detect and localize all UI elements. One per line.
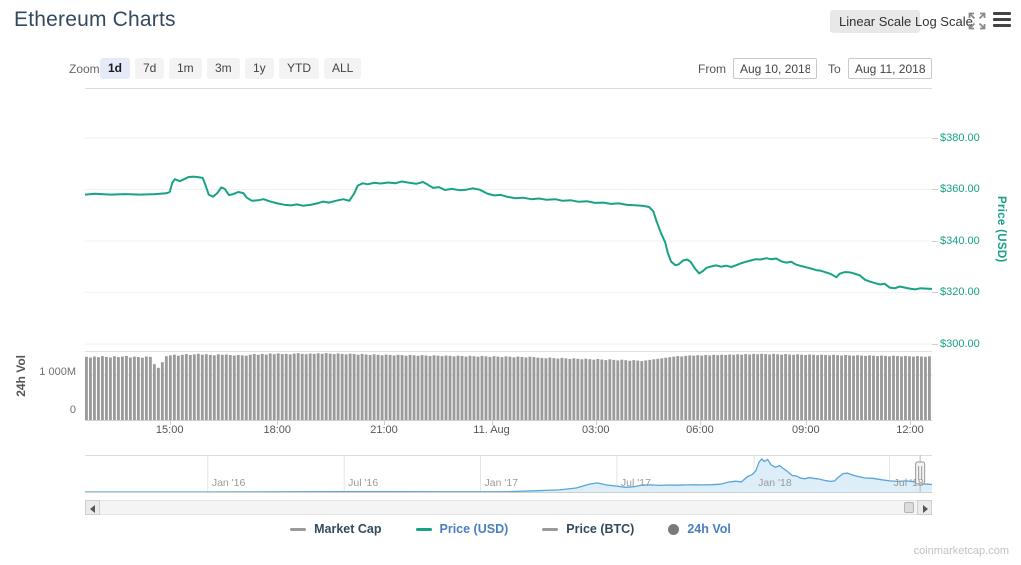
chart-legend: Market Cap Price (USD) Price (BTC) 24h V… <box>0 522 1021 536</box>
zoom-button-3m[interactable]: 3m <box>207 58 240 79</box>
price-plot-top-border <box>85 88 932 89</box>
price-usd-dash-icon <box>415 527 432 531</box>
x-axis-tick-mark <box>491 421 493 425</box>
legend-label: Price (BTC) <box>566 522 635 536</box>
price-tick-label: $360.00 <box>940 183 980 196</box>
price-tick-mark <box>932 240 938 242</box>
legend-item-market-cap[interactable]: Market Cap <box>290 522 382 536</box>
zoom-button-ytd[interactable]: YTD <box>279 58 319 79</box>
price-tick-mark <box>932 292 938 294</box>
fullscreen-icon[interactable] <box>968 12 986 30</box>
price-tick-label: $380.00 <box>940 131 980 144</box>
chart-menu-icon[interactable] <box>993 12 1011 30</box>
legend-label: 24h Vol <box>687 522 731 536</box>
x-axis-tick-mark <box>805 421 807 425</box>
zoom-button-1m[interactable]: 1m <box>169 58 202 79</box>
price-tick-mark <box>932 137 938 139</box>
navigator-tick-label: Jul '16 <box>348 477 379 489</box>
navigator-tick-label: Jul '18 <box>893 477 924 489</box>
market-cap-dash-icon <box>290 527 307 531</box>
volume-tick-1000m: 1 000M <box>39 366 76 378</box>
x-axis-tick-mark <box>383 421 385 425</box>
price-axis-title: Price (USD) <box>995 196 1007 263</box>
x-axis-tick-mark <box>277 421 279 425</box>
log-scale-button[interactable]: Log Scale <box>915 14 973 29</box>
from-date-input[interactable] <box>733 58 817 79</box>
x-axis-tick-label: 06:00 <box>686 424 714 436</box>
watermark: coinmarketcap.com <box>913 545 1009 557</box>
legend-label: Price (USD) <box>439 522 509 536</box>
zoom-button-1y[interactable]: 1y <box>245 58 274 79</box>
price-chart <box>85 137 932 345</box>
scrollbar-left-arrow[interactable] <box>85 500 100 515</box>
price-tick-mark <box>932 189 938 191</box>
to-label: To <box>828 62 841 76</box>
24h-vol-circle-icon <box>668 523 680 535</box>
x-axis-tick-mark <box>909 421 911 425</box>
x-axis-tick-label: 12:00 <box>896 424 924 436</box>
from-label: From <box>698 62 726 76</box>
price-tick-label: $300.00 <box>940 337 980 350</box>
x-axis-tick-label: 21:00 <box>370 424 398 436</box>
scrollbar-track[interactable] <box>85 500 932 515</box>
scrollbar-right-arrow[interactable] <box>917 500 932 515</box>
zoom-button-1d[interactable]: 1d <box>100 58 131 79</box>
price-btc-dash-icon <box>542 527 559 531</box>
x-axis-tick-mark <box>169 421 171 425</box>
zoom-label: Zoom <box>69 62 100 76</box>
to-date-input[interactable] <box>848 58 932 79</box>
page-title: Ethereum Charts <box>14 8 176 31</box>
volume-chart <box>85 351 932 421</box>
zoom-button-7d[interactable]: 7d <box>135 58 165 79</box>
scrollbar-thumb[interactable] <box>904 502 914 513</box>
x-axis-tick-label: 18:00 <box>263 424 292 436</box>
legend-item-price-usd[interactable]: Price (USD) <box>415 522 509 536</box>
navigator-handle[interactable] <box>915 455 926 492</box>
legend-item-24h-vol[interactable]: 24h Vol <box>668 522 731 536</box>
x-axis-tick-label: 15:00 <box>155 424 184 436</box>
zoom-button-all[interactable]: ALL <box>324 58 362 79</box>
x-axis-tick-label: 03:00 <box>581 424 610 436</box>
navigator-chart[interactable] <box>85 455 932 494</box>
navigator-tick-label: Jul '17 <box>620 477 651 489</box>
legend-item-price-btc[interactable]: Price (BTC) <box>542 522 634 536</box>
price-tick-label: $340.00 <box>940 234 980 247</box>
volume-tick-0: 0 <box>69 404 76 416</box>
navigator-tick-label: Jan '18 <box>758 477 792 489</box>
price-tick-label: $320.00 <box>940 286 980 299</box>
x-axis-tick-label: 09:00 <box>792 424 820 436</box>
navigator-tick-label: Jan '17 <box>484 477 519 489</box>
x-axis-tick-mark <box>699 421 701 425</box>
navigator-tick-label: Jan '16 <box>211 477 246 489</box>
linear-scale-button[interactable]: Linear Scale <box>830 10 921 33</box>
x-axis-tick-label: 11. Aug <box>473 424 510 436</box>
price-tick-mark <box>932 343 938 345</box>
legend-label: Market Cap <box>314 522 382 536</box>
x-axis-tick-mark <box>595 421 597 425</box>
